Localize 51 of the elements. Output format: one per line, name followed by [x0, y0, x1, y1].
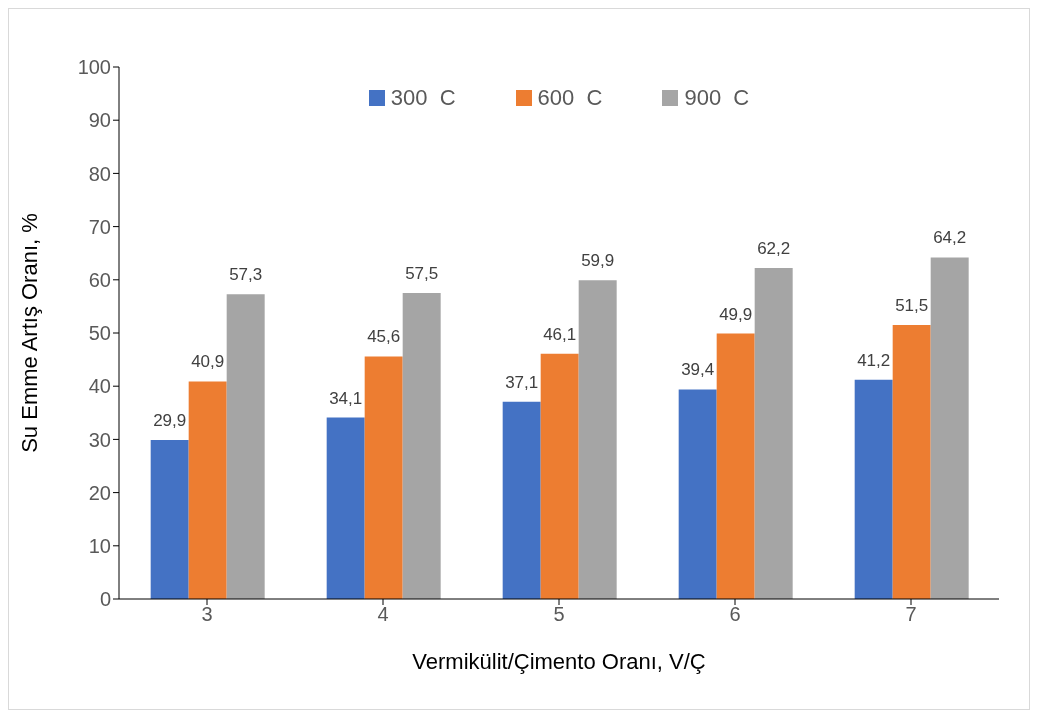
- x-tick-label: 7: [905, 603, 917, 626]
- x-tick-label: 6: [729, 603, 741, 626]
- bar: [754, 268, 793, 599]
- y-tick-label: 100: [77, 56, 111, 79]
- bar: [364, 356, 403, 599]
- bar: [854, 379, 893, 599]
- data-label: 51,5: [895, 296, 929, 316]
- bar: [402, 293, 441, 599]
- x-tick-label: 3: [201, 603, 213, 626]
- y-tick-label: 20: [88, 481, 111, 504]
- data-label: 29,9: [153, 410, 187, 430]
- data-label: 41,2: [857, 350, 891, 370]
- legend-label: 600 C: [536, 85, 603, 111]
- bar: [502, 401, 541, 599]
- y-tick-label: 10: [88, 534, 111, 557]
- y-tick-label: 40: [88, 375, 111, 398]
- bar: [540, 353, 579, 599]
- bar: [892, 325, 931, 599]
- bar: [226, 294, 265, 599]
- x-tick-label: 5: [553, 603, 565, 626]
- y-tick-label: 50: [88, 322, 111, 345]
- data-label: 57,5: [405, 264, 439, 284]
- y-tick-label: 90: [88, 109, 111, 132]
- x-axis-title: Vermikülit/Çimento Oranı, V/Ç: [412, 649, 706, 674]
- bar: [716, 333, 755, 599]
- y-axis-title: Su Emme Artış Oranı, %: [16, 213, 42, 453]
- x-tick-label: 4: [377, 603, 389, 626]
- bar: [150, 439, 189, 599]
- data-label: 45,6: [367, 327, 401, 347]
- data-label: 46,1: [543, 324, 577, 344]
- bar: [678, 389, 717, 599]
- bar: [188, 381, 227, 599]
- data-label: 59,9: [581, 251, 615, 271]
- y-tick-label: 0: [99, 588, 111, 611]
- y-tick-label: 80: [88, 162, 111, 185]
- data-label: 49,9: [719, 304, 753, 324]
- legend-label: 300 C: [389, 85, 456, 111]
- y-tick-label: 30: [88, 428, 111, 451]
- data-label: 57,3: [229, 265, 263, 285]
- data-label: 64,2: [933, 228, 967, 248]
- bar: [326, 417, 365, 599]
- data-label: 40,9: [191, 352, 225, 372]
- data-label: 62,2: [757, 239, 791, 259]
- data-label: 34,1: [329, 388, 363, 408]
- legend-label: 900 C: [683, 85, 750, 111]
- y-tick-label: 70: [88, 215, 111, 238]
- y-tick-label: 60: [88, 268, 111, 291]
- bar: [930, 257, 969, 599]
- data-label: 37,1: [505, 372, 539, 392]
- data-label: 39,4: [681, 360, 715, 380]
- bar: [578, 280, 617, 599]
